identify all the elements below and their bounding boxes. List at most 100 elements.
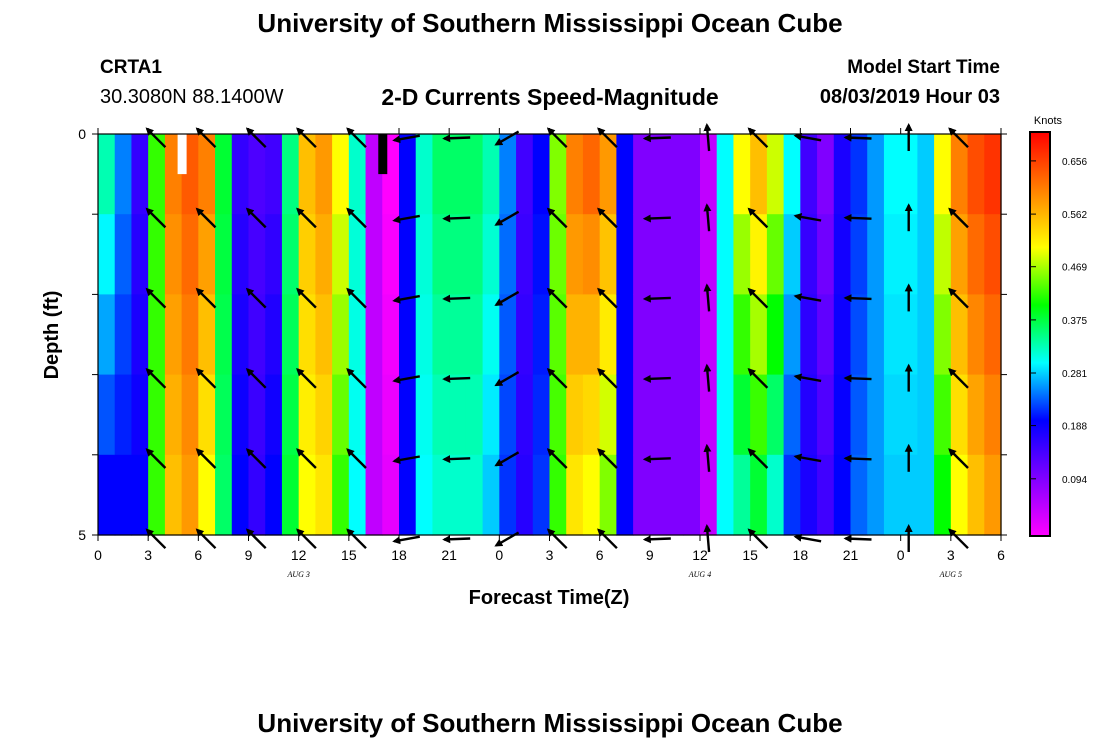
heatmap-cell: [332, 374, 350, 456]
heatmap-cell: [566, 134, 584, 215]
heatmap-cell: [700, 294, 718, 376]
x-tick-label: 6: [194, 547, 202, 563]
current-vector: [145, 127, 167, 149]
current-vector: [948, 448, 969, 469]
x-tick-label: 0: [495, 547, 503, 563]
current-vector: [948, 367, 969, 389]
current-vector: [703, 283, 712, 312]
heatmap-cell: [566, 294, 584, 376]
heatmap-cell: [399, 374, 417, 456]
heatmap-cell: [649, 214, 668, 295]
current-vector: [843, 374, 872, 383]
colorbar-tick-label: 0.188: [1062, 422, 1087, 433]
heatmap-cell: [181, 294, 199, 376]
current-vector: [296, 367, 317, 389]
heatmap-cell: [298, 294, 316, 376]
heatmap-cell: [867, 374, 885, 456]
current-vector: [195, 207, 217, 229]
heatmap-cell: [432, 134, 450, 215]
heatmap-cell: [766, 134, 785, 215]
current-vector: [245, 528, 267, 550]
heatmap-cell: [950, 454, 969, 536]
current-vectors: [145, 123, 969, 553]
current-vector: [442, 535, 471, 544]
station-name: CRTA1: [100, 57, 162, 78]
heatmap-cell: [332, 214, 350, 295]
heatmap-cell: [800, 454, 818, 536]
current-vector: [296, 528, 317, 550]
missing-data-cell: [378, 134, 388, 175]
current-vector: [346, 367, 367, 389]
heatmap-cell: [649, 454, 668, 536]
heatmap-cell: [900, 374, 918, 456]
heatmap-cell: [850, 294, 868, 376]
x-tick-label: 3: [144, 547, 152, 563]
heatmap-cell: [164, 374, 183, 456]
heatmap-cell: [148, 214, 166, 295]
heatmap-cell: [164, 454, 183, 536]
heatmap-cell: [633, 454, 651, 536]
heatmap-cell: [248, 134, 266, 215]
heatmap-cell: [231, 134, 250, 215]
heatmap-cell: [950, 294, 969, 376]
heatmap-cell: [984, 214, 1002, 295]
current-vector: [597, 127, 618, 149]
heatmap-cell: [499, 214, 517, 295]
missing-data-cell: [177, 134, 187, 175]
heatmap-cell: [566, 454, 584, 536]
current-vector: [703, 363, 712, 392]
heatmap-cell: [967, 294, 985, 376]
heatmap-cell: [917, 294, 935, 376]
heatmap-cell: [666, 294, 684, 376]
current-vector: [296, 448, 317, 469]
current-vector: [392, 214, 421, 224]
heatmap-cell: [716, 294, 735, 376]
current-vector: [145, 367, 167, 389]
current-vector: [346, 127, 367, 149]
heatmap-cell: [716, 134, 735, 215]
current-vector: [642, 374, 671, 383]
heatmap-cell: [231, 214, 250, 295]
heatmap-cell: [900, 134, 918, 215]
heatmap-cell: [482, 214, 500, 295]
heatmap-cell: [98, 214, 116, 295]
heatmap-cell: [833, 134, 852, 215]
heatmap-cell: [566, 214, 584, 295]
heatmap-cell: [482, 374, 500, 456]
x-tick-label: 18: [391, 547, 407, 563]
current-vector: [442, 214, 471, 223]
current-vector: [245, 287, 267, 309]
colorbar-tick-label: 0.375: [1062, 316, 1087, 327]
heatmap-cell: [465, 134, 484, 215]
heatmap-cell: [599, 374, 617, 456]
current-vector: [494, 451, 520, 467]
heatmap-cell: [582, 454, 601, 536]
heatmap-cell: [399, 294, 417, 376]
date-label: AUG 3: [286, 570, 309, 579]
heatmap-cell: [516, 134, 534, 215]
heatmap-cell: [415, 294, 434, 376]
heatmap-cell: [883, 214, 902, 295]
heatmap-cell: [683, 374, 701, 456]
heatmap-cell: [783, 374, 801, 456]
colorbar-tick-label: 0.656: [1062, 157, 1087, 168]
heatmap-cell: [817, 214, 835, 295]
current-vector: [843, 454, 872, 463]
heatmap-cell: [950, 134, 969, 215]
heatmap-cell: [114, 214, 133, 295]
heatmap-cell: [700, 214, 718, 295]
heatmap-cell: [783, 134, 801, 215]
heatmap-cell: [867, 294, 885, 376]
heatmap-cell: [198, 134, 216, 215]
y-tick-label: 0: [78, 126, 86, 142]
heatmap-cell: [248, 214, 266, 295]
heatmap-cell: [549, 214, 567, 295]
heatmap-cell: [382, 214, 400, 295]
current-vector: [296, 207, 317, 229]
model-start-value: 08/03/2019 Hour 03: [819, 86, 1000, 108]
current-vector: [392, 455, 421, 464]
current-vector: [793, 293, 822, 302]
current-vector: [145, 287, 167, 309]
heatmap-cell: [248, 374, 266, 456]
current-vector: [442, 294, 471, 303]
